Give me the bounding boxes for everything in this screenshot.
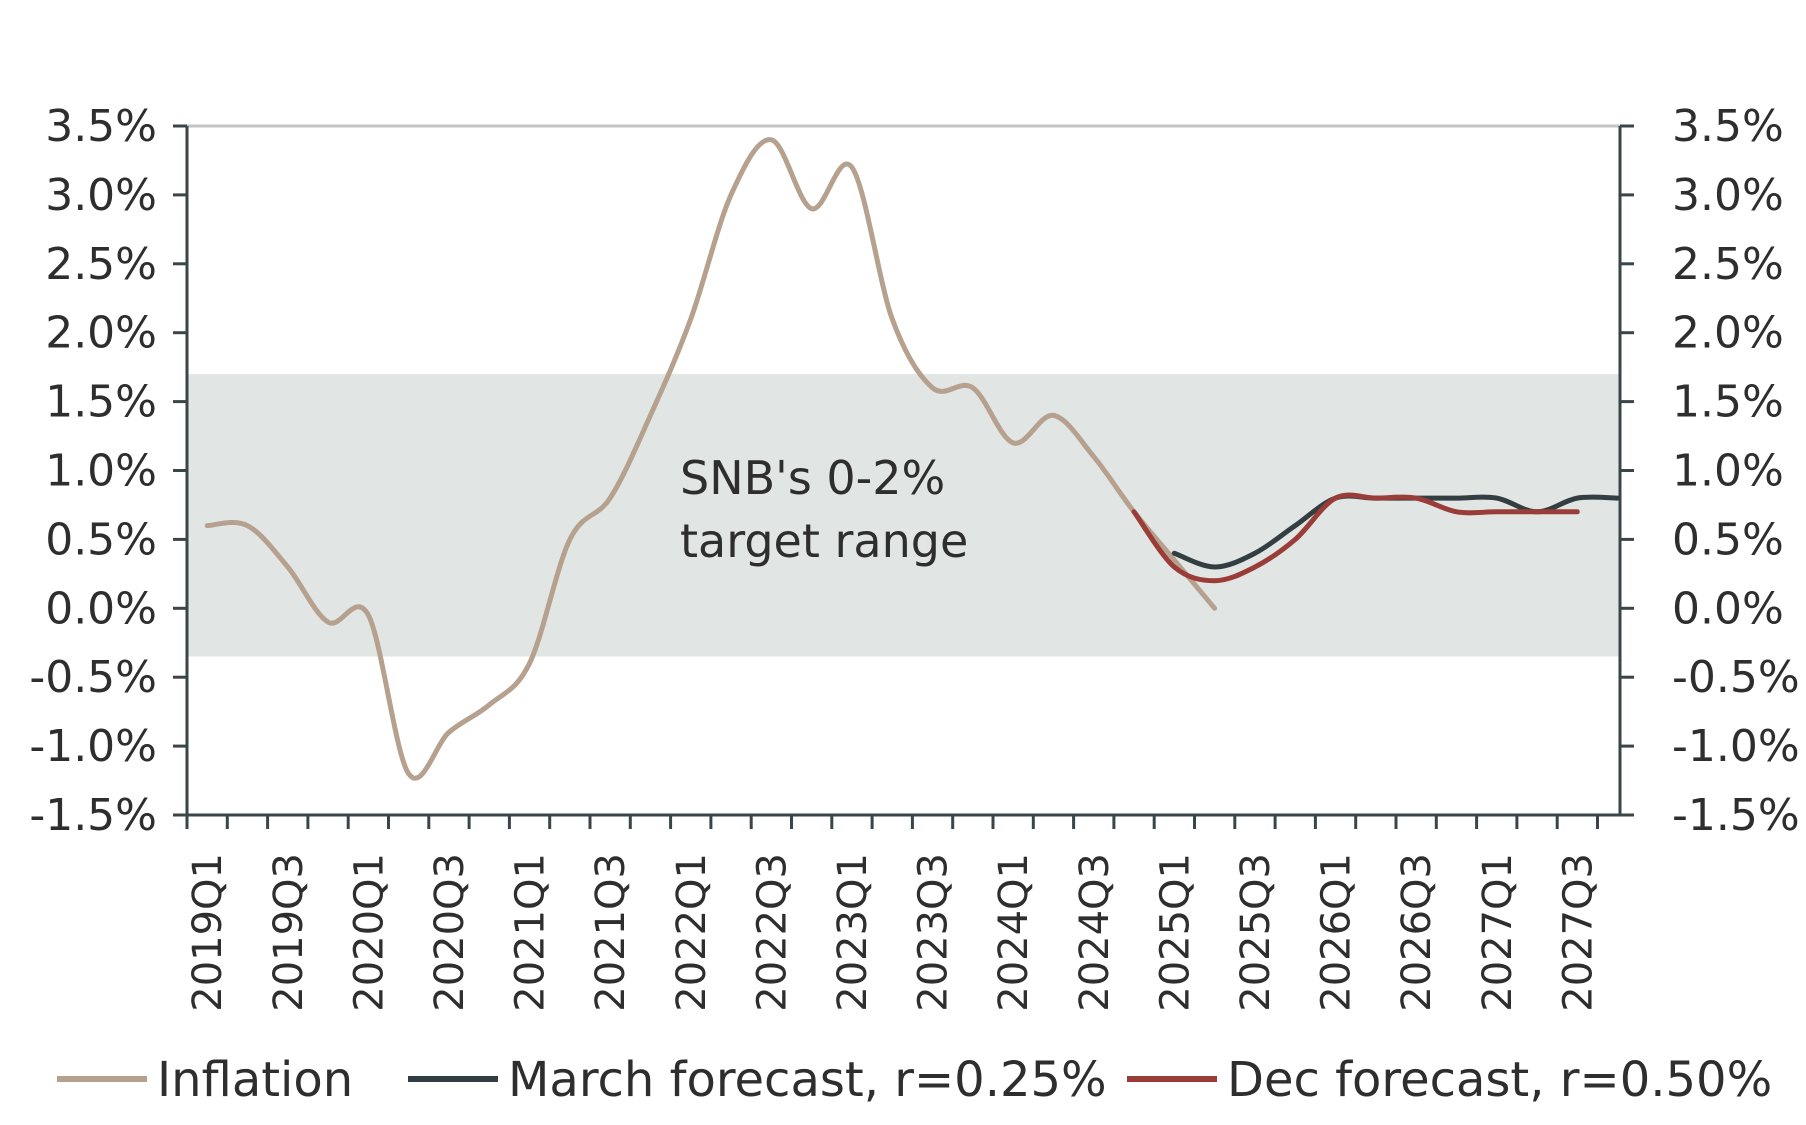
y-tick-label-left: 0.0% — [45, 583, 157, 634]
band-label-line2: target range — [680, 514, 968, 568]
x-tick-label: 2022Q3 — [749, 853, 795, 1012]
axes-layer: 3.5% 3.5% 3.0% 3.0% 2.5% 2.5% 2.0% 2.0% 1.5% 1.5%… — [29, 101, 1799, 1012]
x-tick-label: 2019Q3 — [266, 853, 312, 1012]
x-tick-label: 2024Q3 — [1072, 853, 1118, 1012]
y-tick-label-right: 1.5% — [1672, 377, 1784, 428]
legend-label-dec-forecast-r-0-50: Dec forecast, r=0.50% — [1227, 1052, 1772, 1108]
y-tick-label-right: 0.0% — [1672, 583, 1784, 634]
x-tick-label: 2026Q1 — [1314, 853, 1360, 1012]
x-tick-label: 2020Q3 — [427, 853, 473, 1012]
y-tick-label-left: 2.0% — [45, 308, 157, 359]
x-tick-label: 2021Q3 — [588, 853, 634, 1012]
x-tick-label: 2026Q3 — [1394, 853, 1440, 1012]
x-tick-label: 2027Q1 — [1475, 853, 1521, 1012]
y-tick-label-right: 3.5% — [1672, 101, 1784, 152]
y-tick-label-right: 2.5% — [1672, 239, 1784, 290]
series-line-inflation — [204, 137, 1218, 781]
target-band-layer — [187, 374, 1620, 657]
y-tick-label-left: 1.0% — [45, 446, 157, 497]
band-label-line1: SNB's 0-2% — [680, 451, 945, 505]
y-tick-label-left: -1.0% — [29, 721, 157, 772]
y-tick-label-left: 1.5% — [45, 377, 157, 428]
x-tick-label: 2020Q1 — [346, 853, 392, 1012]
y-tick-label-right: -1.5% — [1672, 790, 1800, 841]
y-tick-label-right: 3.0% — [1672, 170, 1784, 221]
x-tick-label: 2025Q1 — [1152, 853, 1198, 1012]
y-tick-label-left: 2.5% — [45, 239, 157, 290]
y-tick-label-left: 3.5% — [45, 101, 157, 152]
annotation-layer: SNB's 0-2% target range — [680, 451, 968, 568]
x-tick-label: 2023Q1 — [830, 853, 876, 1012]
y-tick-label-right: -1.0% — [1672, 721, 1800, 772]
y-tick-label-right: -0.5% — [1672, 652, 1800, 703]
y-tick-label-right: 0.5% — [1672, 514, 1784, 565]
y-tick-label-right: 1.0% — [1672, 446, 1784, 497]
y-tick-label-left: -0.5% — [29, 652, 157, 703]
y-tick-label-right: 2.0% — [1672, 308, 1784, 359]
x-tick-label: 2023Q3 — [911, 853, 957, 1012]
x-tick-label: 2019Q1 — [185, 853, 231, 1012]
series-line-dec-forecast-r-0-50 — [1131, 492, 1580, 584]
y-tick-label-left: -1.5% — [29, 790, 157, 841]
legend: Inflation March forecast, r=0.25% Dec fore… — [57, 1052, 1772, 1108]
x-tick-label: 2025Q3 — [1233, 853, 1279, 1012]
legend-label-inflation: Inflation — [157, 1052, 353, 1108]
x-tick-label: 2022Q1 — [669, 853, 715, 1012]
x-tick-label: 2027Q3 — [1555, 853, 1601, 1012]
y-tick-label-left: 3.0% — [45, 170, 157, 221]
target-range-band — [187, 374, 1620, 657]
x-tick-label: 2021Q1 — [508, 853, 554, 1012]
x-tick-label: 2024Q1 — [991, 853, 1037, 1012]
series-layer — [204, 137, 1621, 781]
legend-label-march-forecast-r-0-25: March forecast, r=0.25% — [508, 1052, 1107, 1108]
y-tick-label-left: 0.5% — [45, 514, 157, 565]
